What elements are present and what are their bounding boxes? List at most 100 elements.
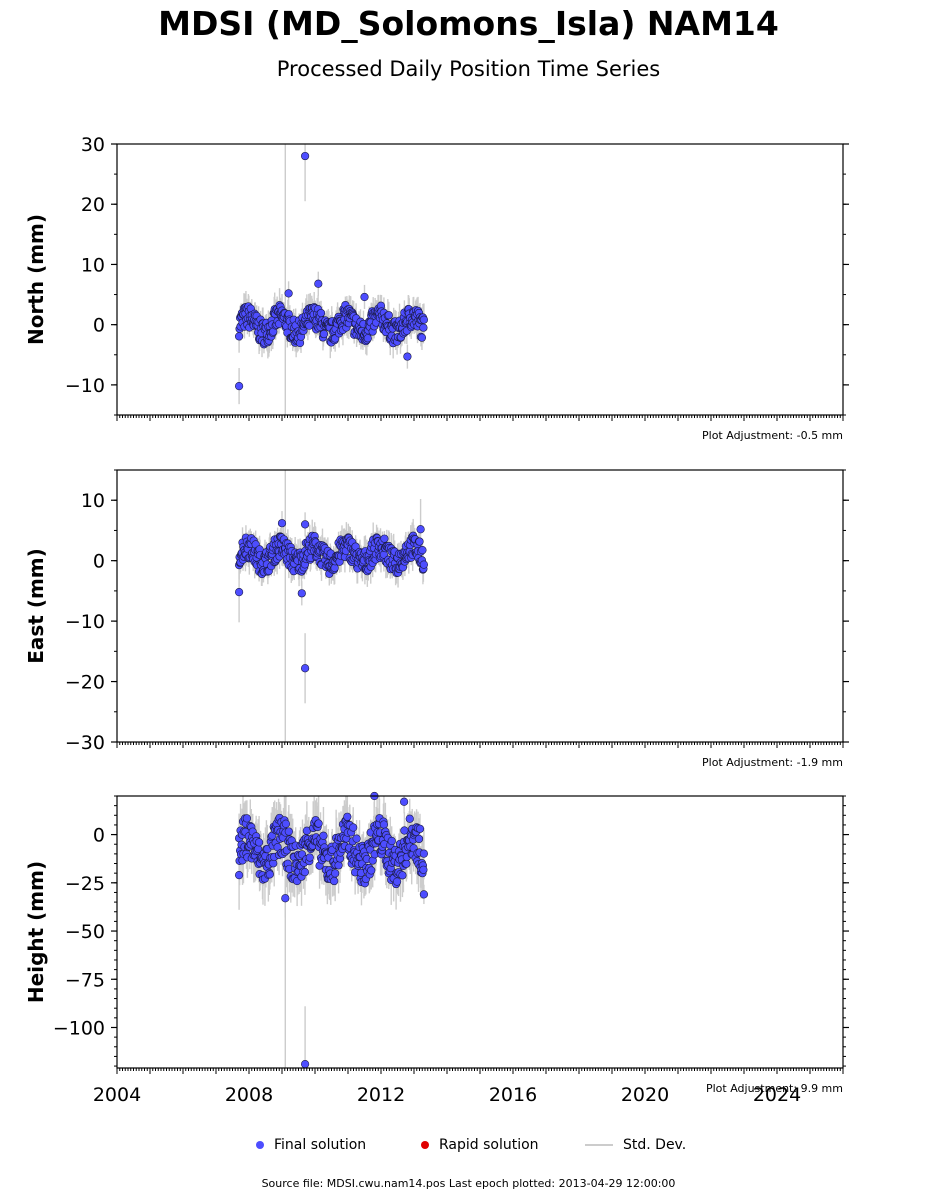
x-tick-label: 2004 xyxy=(93,1084,141,1106)
final-solution-point xyxy=(265,870,274,879)
y-tick-label: −25 xyxy=(65,873,105,895)
final-solution-point xyxy=(319,831,328,840)
y-tick-label: 10 xyxy=(81,490,105,512)
y-tick-label: 0 xyxy=(93,825,105,847)
x-tick-label: 2020 xyxy=(621,1084,669,1106)
final-solution-point xyxy=(331,869,340,878)
legend-rapid: Rapid solution xyxy=(421,1137,539,1153)
legend-rapid-label: Rapid solution xyxy=(439,1137,539,1153)
chart-subtitle: Processed Daily Position Time Series xyxy=(276,57,661,81)
source-file-note: Source file: MDSI.cwu.nam14.pos Last epo… xyxy=(261,1177,676,1190)
final-solution-point xyxy=(235,587,244,597)
final-solution-point xyxy=(334,861,343,870)
final-solution-point xyxy=(367,866,376,875)
final-solution-point xyxy=(380,534,389,543)
y-axis-label: Height (mm) xyxy=(24,861,48,1003)
final-solution-point xyxy=(319,329,329,339)
final-solution-point xyxy=(314,819,323,828)
final-solution-point xyxy=(419,849,429,858)
y-tick-label: −75 xyxy=(65,969,105,991)
x-tick-label: 2008 xyxy=(225,1084,273,1106)
final-solution-point xyxy=(352,834,361,843)
rapid-solution-marker-icon xyxy=(421,1141,429,1149)
final-solution-point xyxy=(300,868,310,877)
final-solution-point xyxy=(387,836,396,846)
plot-adjustment-note: Plot Adjustment: -1.9 mm xyxy=(702,756,843,769)
final-solution-point xyxy=(416,525,425,534)
final-solution-point xyxy=(284,289,293,298)
final-solution-point xyxy=(379,820,389,829)
std-dev-line-icon xyxy=(585,1144,613,1146)
final-solution-point xyxy=(316,308,326,318)
y-tick-label: 10 xyxy=(81,254,105,276)
final-solution-point xyxy=(400,826,409,835)
final-solution-point xyxy=(254,838,264,847)
final-solution-point xyxy=(418,546,427,555)
y-tick-label: −100 xyxy=(53,1017,105,1039)
y-tick-label: 30 xyxy=(81,134,105,156)
final-solution-point xyxy=(235,332,244,341)
legend-final-label: Final solution xyxy=(274,1137,367,1153)
plot-frame xyxy=(116,143,844,416)
final-solution-point xyxy=(305,321,314,330)
y-axis-label: North (mm) xyxy=(24,214,48,345)
final-solution-point xyxy=(284,827,293,836)
legend-stddev: Std. Dev. xyxy=(585,1137,686,1153)
plot-adjustment-note: Plot Adjustment: -0.5 mm xyxy=(702,429,843,442)
final-solution-point xyxy=(301,1060,310,1069)
final-solution-point xyxy=(384,311,393,320)
y-tick-label: −10 xyxy=(65,375,105,397)
final-solution-point xyxy=(402,859,411,868)
y-tick-label: 0 xyxy=(93,315,105,337)
final-solution-point xyxy=(301,520,310,529)
final-solution-point xyxy=(235,870,244,880)
y-axis-label: East (mm) xyxy=(24,548,48,664)
final-solution-point xyxy=(330,563,339,573)
final-solution-point xyxy=(277,519,287,528)
final-solution-point xyxy=(414,834,424,844)
final-solution-point xyxy=(363,334,372,343)
final-solution-point xyxy=(330,876,339,886)
y-tick-label: −10 xyxy=(65,611,105,633)
final-solution-point xyxy=(281,819,291,828)
final-solution-point xyxy=(314,279,323,288)
x-tick-label: 2016 xyxy=(489,1084,537,1106)
final-solution-point xyxy=(417,333,427,342)
final-solution-point xyxy=(242,814,252,823)
x-tick-label: 2012 xyxy=(357,1084,405,1106)
final-solution-point xyxy=(305,853,314,862)
final-solution-point xyxy=(301,664,310,673)
final-solution-point xyxy=(415,824,425,833)
final-solution-point xyxy=(297,589,306,598)
legend-final: Final solution xyxy=(256,1137,366,1153)
final-solution-point xyxy=(301,151,310,161)
final-solution-point xyxy=(419,323,428,332)
y-tick-label: −20 xyxy=(65,672,105,694)
final-solution-point xyxy=(235,381,244,391)
final-solution-point xyxy=(392,877,402,886)
final-solution-marker-icon xyxy=(256,1141,264,1149)
final-solution-point xyxy=(281,894,290,903)
x-tick-label: 2024 xyxy=(753,1084,801,1106)
final-solution-point xyxy=(349,823,358,832)
final-solution-point xyxy=(419,560,429,569)
legend-std-label: Std. Dev. xyxy=(623,1137,687,1153)
final-solution-point xyxy=(403,352,412,361)
plot-frame xyxy=(116,795,844,1069)
final-solution-point xyxy=(400,797,409,806)
final-solution-point xyxy=(398,871,407,880)
final-solution-point xyxy=(419,890,429,899)
final-solution-point xyxy=(405,814,414,823)
plot-frame xyxy=(116,469,844,743)
y-tick-label: 20 xyxy=(81,194,105,216)
final-solution-point xyxy=(360,292,369,302)
final-solution-point xyxy=(419,865,428,874)
final-solution-point xyxy=(415,537,424,546)
y-tick-label: 0 xyxy=(93,551,105,573)
y-tick-label: −50 xyxy=(65,921,105,943)
y-tick-label: −30 xyxy=(65,732,105,754)
final-solution-point xyxy=(343,812,352,821)
plot-adjustment-note: Plot Adjustment: 9.9 mm xyxy=(706,1082,843,1095)
chart-title: MDSI (MD_Solomons_Isla) NAM14 xyxy=(158,4,779,43)
